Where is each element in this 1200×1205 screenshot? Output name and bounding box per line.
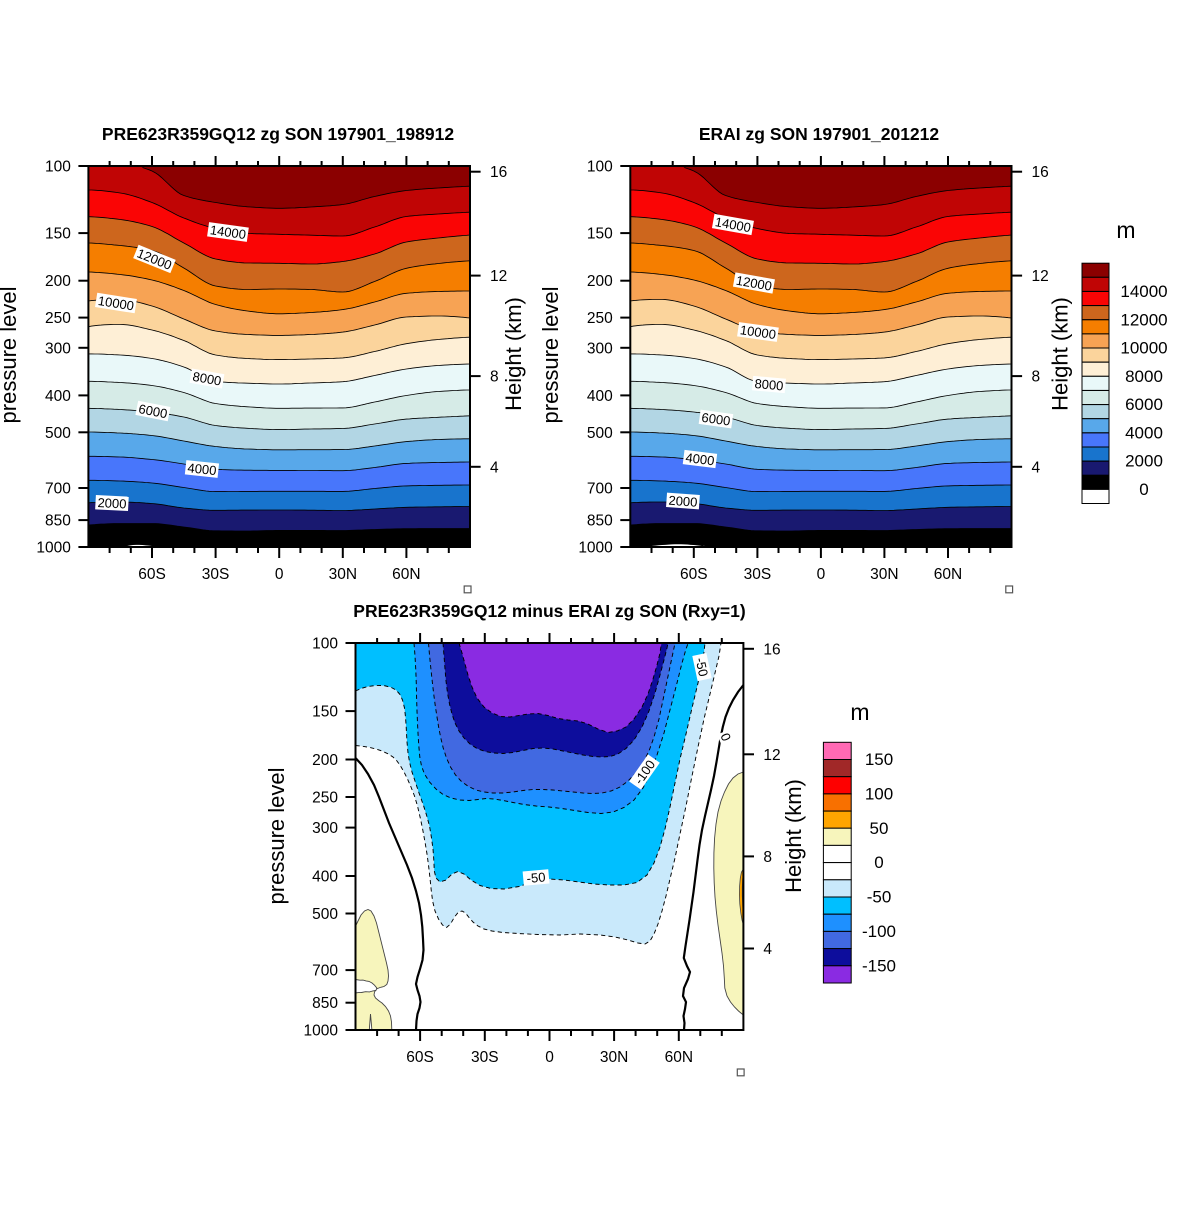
svg-text:4: 4: [490, 459, 499, 476]
svg-text:850: 850: [45, 513, 71, 530]
svg-text:250: 250: [45, 310, 71, 327]
svg-text:700: 700: [45, 481, 71, 498]
svg-text:14000: 14000: [714, 214, 752, 235]
svg-text:4000: 4000: [685, 450, 716, 468]
svg-text:60N: 60N: [392, 566, 420, 583]
svg-text:400: 400: [587, 388, 613, 405]
svg-text:2000: 2000: [97, 495, 127, 511]
svg-text:700: 700: [312, 963, 338, 980]
svg-text:1000: 1000: [578, 540, 613, 557]
svg-text:-50: -50: [693, 656, 712, 678]
svg-text:100: 100: [865, 784, 893, 803]
svg-text:pressure level: pressure level: [0, 287, 21, 424]
svg-text:300: 300: [587, 340, 613, 357]
svg-text:150: 150: [312, 704, 338, 721]
svg-text:Height (km): Height (km): [501, 297, 526, 411]
svg-text:200: 200: [45, 273, 71, 290]
svg-text:60S: 60S: [406, 1049, 434, 1066]
svg-text:250: 250: [587, 310, 613, 327]
svg-text:PRE623R359GQ12 minus ERAI zg S: PRE623R359GQ12 minus ERAI zg SON (Rxy=1): [353, 601, 745, 621]
svg-text:400: 400: [312, 869, 338, 886]
svg-text:14000: 14000: [209, 222, 247, 242]
svg-text:150: 150: [45, 226, 71, 243]
svg-text:30N: 30N: [329, 566, 357, 583]
svg-text:8000: 8000: [191, 369, 222, 389]
svg-text:m: m: [850, 699, 869, 725]
svg-text:16: 16: [1032, 164, 1049, 181]
svg-text:-100: -100: [862, 922, 896, 941]
svg-text:4000: 4000: [1125, 423, 1163, 442]
svg-text:4: 4: [1032, 459, 1041, 476]
svg-text:60N: 60N: [665, 1049, 693, 1066]
svg-text:12: 12: [490, 268, 507, 285]
svg-text:10000: 10000: [1120, 339, 1167, 358]
svg-text:200: 200: [587, 273, 613, 290]
svg-text:2000: 2000: [1125, 452, 1163, 471]
svg-text:Height (km): Height (km): [1048, 297, 1073, 411]
svg-text:8: 8: [1032, 369, 1041, 386]
svg-text:500: 500: [45, 425, 71, 442]
svg-text:150: 150: [587, 226, 613, 243]
svg-text:150: 150: [865, 750, 893, 769]
svg-text:2000: 2000: [668, 493, 698, 510]
svg-text:300: 300: [45, 340, 71, 357]
svg-text:12: 12: [1032, 268, 1049, 285]
svg-text:0: 0: [275, 566, 284, 583]
svg-text:16: 16: [763, 641, 780, 658]
svg-text:8000: 8000: [754, 376, 784, 393]
svg-text:Height (km): Height (km): [781, 779, 806, 893]
svg-text:60N: 60N: [934, 566, 962, 583]
svg-text:1000: 1000: [304, 1023, 339, 1040]
svg-text:30S: 30S: [744, 566, 772, 583]
svg-text:30N: 30N: [600, 1049, 628, 1066]
svg-text:-50: -50: [526, 869, 546, 886]
svg-text:-50: -50: [867, 888, 892, 907]
svg-text:60S: 60S: [680, 566, 708, 583]
svg-text:10000: 10000: [97, 293, 135, 313]
svg-text:850: 850: [312, 995, 338, 1012]
svg-text:12000: 12000: [1120, 310, 1167, 329]
svg-text:0: 0: [874, 853, 883, 872]
svg-text:100: 100: [587, 159, 613, 176]
svg-text:0: 0: [1139, 480, 1148, 499]
svg-text:60S: 60S: [138, 566, 166, 583]
svg-text:1000: 1000: [36, 540, 71, 557]
svg-text:pressure level: pressure level: [264, 768, 289, 905]
svg-text:6000: 6000: [137, 401, 168, 421]
svg-text:0: 0: [545, 1049, 554, 1066]
svg-text:6000: 6000: [1125, 395, 1163, 414]
svg-text:8000: 8000: [1125, 367, 1163, 386]
svg-text:200: 200: [312, 752, 338, 769]
svg-text:500: 500: [312, 906, 338, 923]
svg-text:-150: -150: [862, 956, 896, 975]
svg-text:250: 250: [312, 790, 338, 807]
svg-text:PRE623R359GQ12 zg SON 197901_1: PRE623R359GQ12 zg SON 197901_198912: [102, 124, 454, 144]
svg-text:8: 8: [490, 369, 499, 386]
svg-text:12: 12: [763, 747, 780, 764]
svg-text:6000: 6000: [701, 410, 732, 429]
svg-text:30N: 30N: [870, 566, 898, 583]
svg-text:14000: 14000: [1120, 282, 1167, 301]
svg-text:m: m: [1116, 217, 1135, 243]
svg-text:4000: 4000: [187, 460, 217, 478]
svg-text:700: 700: [587, 481, 613, 498]
svg-text:400: 400: [45, 388, 71, 405]
svg-text:12000: 12000: [735, 273, 773, 294]
svg-text:50: 50: [870, 819, 889, 838]
svg-text:10000: 10000: [739, 322, 777, 342]
svg-text:4: 4: [763, 941, 772, 958]
svg-text:ERAI zg SON 197901_201212: ERAI zg SON 197901_201212: [699, 124, 940, 144]
svg-text:30S: 30S: [471, 1049, 499, 1066]
svg-text:0: 0: [817, 566, 826, 583]
svg-text:pressure level: pressure level: [538, 287, 563, 424]
svg-text:8: 8: [763, 849, 772, 866]
svg-text:300: 300: [312, 820, 338, 837]
svg-text:30S: 30S: [202, 566, 230, 583]
svg-text:500: 500: [587, 425, 613, 442]
svg-text:100: 100: [312, 636, 338, 653]
svg-text:16: 16: [490, 164, 507, 181]
svg-text:100: 100: [45, 159, 71, 176]
svg-text:850: 850: [587, 513, 613, 530]
